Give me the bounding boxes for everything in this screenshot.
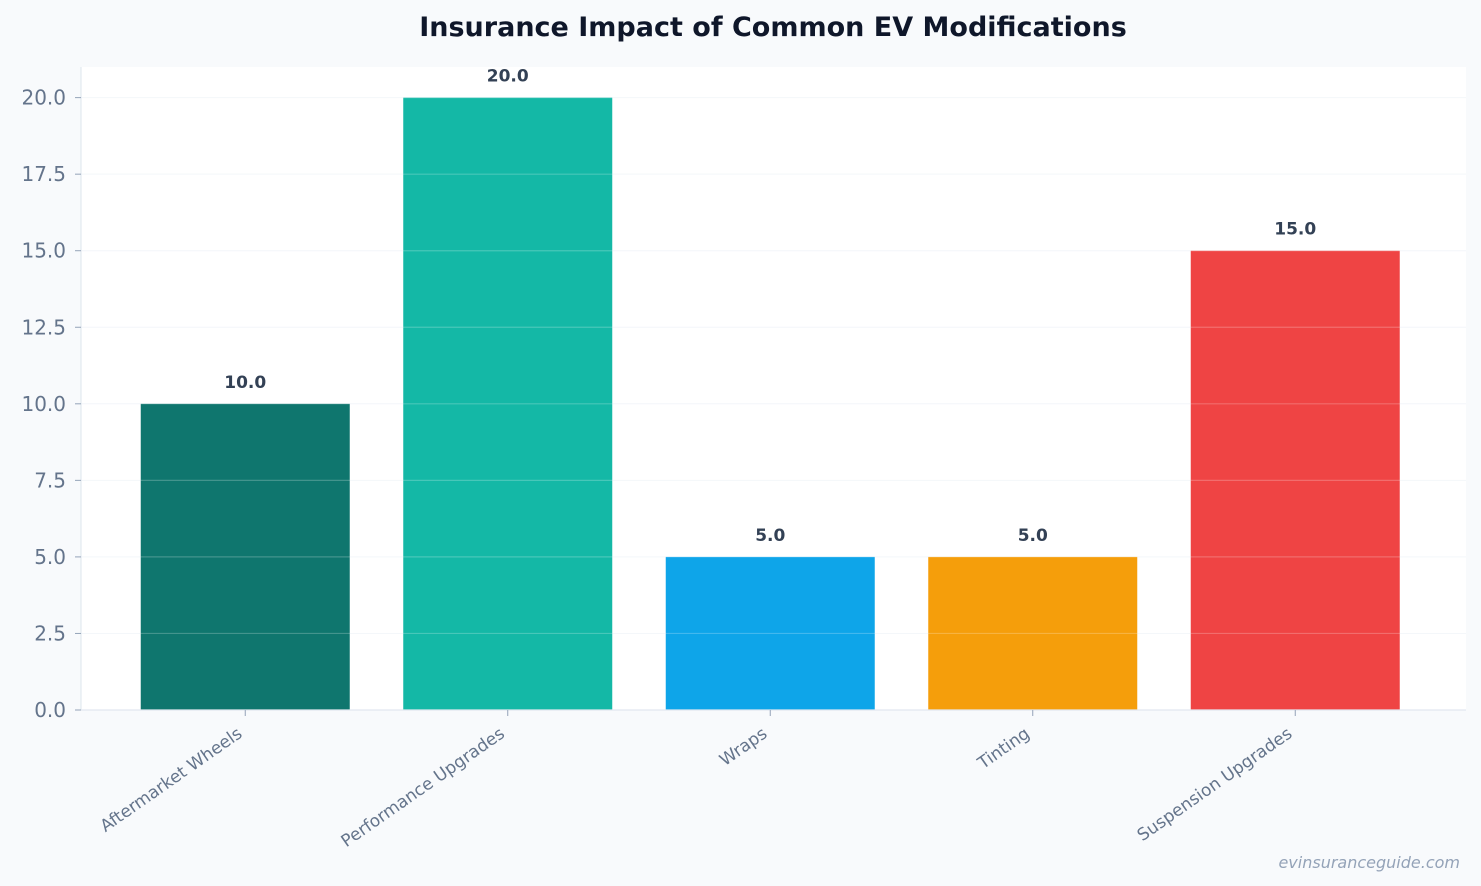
y-tick-label: 10.0 (21, 392, 66, 416)
y-tick-label: 0.0 (34, 698, 66, 722)
x-tick-label: Wraps (716, 724, 771, 771)
x-tick-labels: Aftermarket Wheels Performance Upgrades Wr… (97, 710, 1296, 852)
y-tick-label: 20.0 (21, 86, 66, 110)
y-tick-label: 5.0 (34, 545, 66, 569)
bar (928, 556, 1138, 710)
y-tick-label: 7.5 (34, 468, 66, 492)
data-label: 5.0 (1018, 526, 1048, 546)
y-tick-labels: 0.0 2.5 5.0 7.5 10.0 12.5 15.0 17.5 20.0 (21, 86, 81, 722)
bar (1190, 250, 1400, 710)
bar (403, 97, 613, 711)
y-tick-label: 2.5 (34, 621, 66, 645)
bars (81, 97, 1466, 711)
data-label: 5.0 (755, 526, 785, 546)
y-tick-label: 12.5 (21, 315, 66, 339)
bar (140, 403, 350, 710)
x-tick-label: Performance Upgrades (338, 724, 509, 852)
y-tick-label: 17.5 (21, 162, 66, 186)
data-labels: 10.0 20.0 5.0 5.0 15.0 (224, 67, 1316, 546)
data-label: 15.0 (1274, 220, 1316, 240)
chart-title: Insurance Impact of Common EV Modificati… (419, 12, 1127, 43)
watermark: evinsuranceguide.com (1278, 853, 1460, 872)
data-label: 10.0 (224, 373, 266, 393)
x-tick-label: Tinting (974, 724, 1034, 774)
bar (665, 556, 875, 710)
y-tick-label: 15.0 (21, 239, 66, 263)
data-label: 20.0 (487, 67, 529, 87)
x-tick-label: Aftermarket Wheels (97, 724, 246, 837)
x-tick-label: Suspension Upgrades (1134, 724, 1296, 846)
